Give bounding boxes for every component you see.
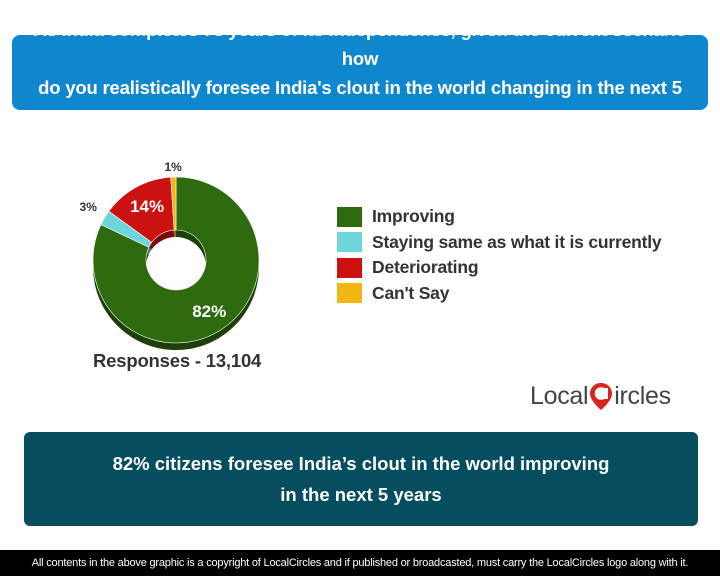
key-finding-text: 82% citizens foresee India’s clout in th… [112,453,610,505]
responses-count: Responses - 13,104 [93,350,262,371]
legend-item-improving: Improving [337,204,661,230]
logo-text-local: Local [530,381,589,410]
copyright-text: All contents in the above graphic is a c… [31,557,689,569]
data-label-0: 82% [192,302,226,321]
legend-swatch-deteriorating [337,257,362,278]
legend-swatch-cant-say [337,283,362,304]
question-text: As India completes 75 years of its indep… [33,18,687,127]
logo-text-ircles: ircles [614,381,671,410]
legend-label: Deteriorating [372,257,479,278]
legend: Improving Staying same as what it is cur… [337,204,662,307]
legend-item-cant-say: Can't Say [337,281,661,307]
slice-improving [92,176,260,344]
key-finding-banner: 82% citizens foresee India’s clout in th… [24,432,698,526]
localcircles-logo: Local ircles [530,381,671,411]
legend-swatch-improving [337,206,362,227]
copyright-footer: All contents in the above graphic is a c… [0,550,720,576]
data-label-2: 14% [130,197,164,216]
data-label-3: 1% [164,160,182,174]
donut-chart: 82% 3% 14% 1% [80,160,260,350]
legend-swatch-staying-same [337,232,362,253]
slice-can-t-say [170,176,177,231]
legend-label: Can't Say [372,282,450,303]
map-pin-icon [590,383,613,410]
legend-item-deteriorating: Deteriorating [337,255,661,281]
data-label-1: 3% [80,200,98,214]
question-banner: As India completes 75 years of its indep… [12,19,708,127]
legend-label: Improving [372,206,455,227]
legend-label: Staying same as what it is currently [372,231,662,252]
legend-item-staying-same: Staying same as what it is currently [337,230,662,256]
